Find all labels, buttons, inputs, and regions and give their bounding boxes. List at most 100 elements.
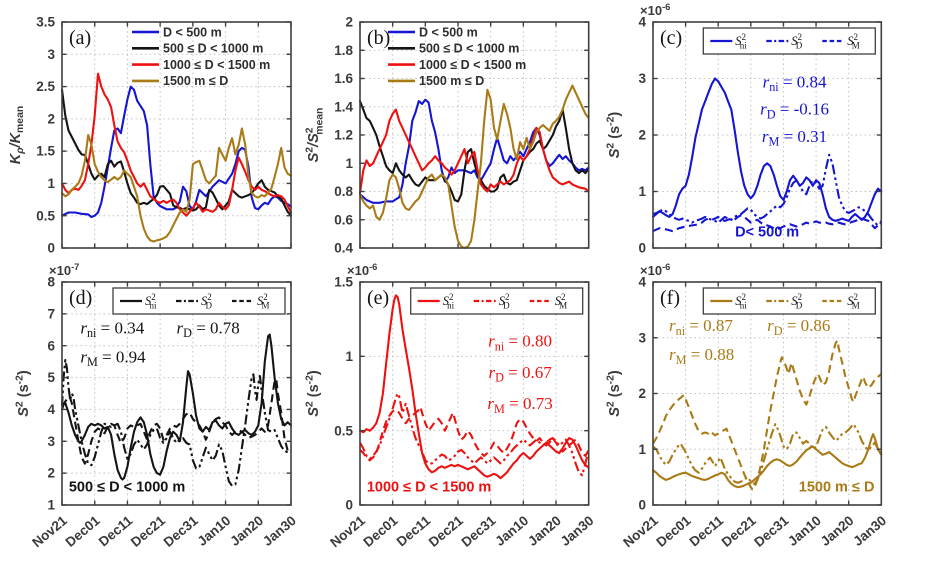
y-tick-label: 3.5 [36, 15, 55, 30]
legend-item-label: S2 D [499, 292, 510, 311]
y-tick-label: 0 [638, 241, 646, 256]
panel-e-series-s2-ni [359, 294, 590, 480]
panel-f-legend: S2 ni S2 D S2 M [702, 287, 876, 315]
panel-d-axes-box [61, 281, 292, 506]
panel-d-series-group [61, 333, 292, 487]
panel-c-y-tick-labels: 0 1 2 3 4 [638, 15, 646, 256]
panel-b-y-tick-labels: 0.4 0.6 0.8 1 1.2 1.4 1.6 1.8 2 [334, 15, 353, 256]
panel-d-grid [62, 282, 291, 505]
panel-a-ticks [61, 21, 292, 249]
panel-d-series-s2-d [61, 358, 292, 487]
panel-b-series-1000-d-1500-m [359, 108, 590, 194]
panel-e-ticks [359, 281, 590, 506]
panel-f-annotation-1: rD = 0.86 [767, 316, 830, 338]
panel-f-y-tick-labels: 0 1 2 3 4 [638, 275, 646, 513]
panel-e-series-s2-m [359, 405, 590, 462]
panel-d-series-s2-ni [61, 333, 292, 481]
panel-e-annotation-2: rM = 0.73 [487, 394, 552, 416]
panel-c-y-axis-label: S2 (s-2) [606, 112, 624, 159]
panel-d-letter: (d) [69, 287, 92, 309]
panel-f-annotation-2: rM = 0.88 [669, 345, 734, 367]
panel-a-series-1000-d-1500-m [61, 72, 292, 217]
legend-item-label: S2 ni [735, 32, 747, 51]
panel-e-y-tick-labels: 0 0.5 1 1.5 [334, 275, 353, 513]
legend-item-label: S2 M [847, 32, 859, 51]
y-tick-label: 3 [47, 434, 55, 449]
y-tick-label: 1 [345, 349, 353, 364]
panel-d-exponent-label: ×10-7 [49, 261, 79, 278]
panel-d-series-s2-m [61, 378, 292, 465]
y-tick-label: 1 [47, 498, 55, 513]
panel-b-series-group [359, 84, 590, 249]
y-tick-label: 0 [47, 241, 55, 256]
panel-b-legend: D < 500 m 500 ≤ D < 1000 m 1000 ≤ D < 1500… [388, 25, 526, 88]
y-tick-label: 1.2 [334, 128, 353, 143]
legend-item-label: S2 ni [443, 292, 455, 311]
panel-e-annotation-0: rni = 0.80 [488, 332, 552, 354]
y-tick-label: 1 [345, 156, 353, 171]
panel-c-letter: (c) [660, 27, 682, 49]
legend-item-label: S2 M [555, 292, 567, 311]
panel-f-y-axis-label: S2 (s-2) [606, 370, 624, 417]
y-tick-label: 1.6 [334, 71, 353, 86]
panel-e-y-axis-label: S2 (s-2) [305, 370, 323, 417]
panel-c-annotation-0: rni = 0.84 [763, 73, 827, 95]
panel-f-corner-label: 1500 m ≤ D [799, 480, 875, 496]
panel-a-axes-box [61, 21, 292, 249]
y-tick-label: 2 [345, 15, 353, 30]
y-tick-label: 5 [47, 370, 55, 385]
y-tick-label: 7 [47, 306, 55, 321]
y-tick-label: 2.5 [36, 79, 55, 94]
panel-d-corner-label: 500 ≤ D < 1000 m [69, 480, 185, 496]
panel-b-series-1500-m-d [359, 84, 590, 249]
legend-item-label: 500 ≤ D < 1000 m [419, 42, 519, 56]
panel-b-series-d-500-m [359, 98, 590, 204]
legend-item-label: S2 D [201, 292, 212, 311]
panel-e-axes-box [359, 281, 590, 506]
panel-c-legend: S2 ni S2 D S2 M [702, 27, 876, 55]
y-tick-label: 1.5 [36, 144, 55, 159]
y-tick-label: 1 [47, 176, 55, 191]
panel-c-series-s2-ni [652, 77, 883, 222]
panel-f-grid [653, 282, 882, 505]
y-tick-label: 0.8 [334, 184, 353, 199]
legend-item-label: S2 ni [145, 292, 157, 311]
panel-d-y-tick-labels: 1 2 3 4 5 6 7 8 [47, 275, 55, 513]
panel-f-series-s2-d [652, 423, 883, 485]
panel-c-series-group [652, 77, 883, 233]
y-tick-label: 2 [47, 111, 55, 126]
panel-d-y-axis-label: S2 (s-2) [15, 370, 33, 417]
panel-c-ticks [652, 21, 882, 249]
y-tick-label: 6 [47, 338, 55, 353]
y-tick-label: 2 [638, 386, 646, 401]
panel-f-annotation-0: rni = 0.87 [669, 316, 733, 338]
legend-item-label: S2 D [791, 292, 802, 311]
panel-a-grid [62, 22, 291, 248]
panel-c: 0 1 2 3 4×10-6 S2 (s-2) (c) S2 ni S2 D S2 M rni = 0.8… [606, 1, 883, 256]
legend-item-label: D < 500 m [419, 25, 478, 39]
panel-d-ticks [61, 281, 292, 506]
y-tick-label: 0.5 [334, 423, 353, 438]
legend-item-label: 500 ≤ D < 1000 m [163, 42, 263, 56]
legend-item-label: S2 M [257, 292, 269, 311]
y-tick-label: 0 [345, 498, 353, 513]
panel-d-annotation-1: rD = 0.78 [177, 318, 240, 340]
y-tick-label: 2 [638, 128, 646, 143]
panel-f-series-s2-m [652, 339, 882, 491]
y-tick-label: 4 [638, 15, 646, 30]
panel-c-exponent-label: ×10-6 [640, 1, 670, 18]
panel-c-annotation-2: rM = 0.31 [762, 127, 827, 149]
legend-item-label: 1000 ≤ D < 1500 m [419, 58, 526, 72]
y-tick-label: 3 [638, 330, 646, 345]
y-tick-label: 0 [638, 498, 646, 513]
panel-f-exponent-label: ×10-6 [640, 261, 670, 278]
panel-c-series-s2-d [652, 153, 882, 227]
y-tick-label: 2 [47, 466, 55, 481]
panel-b-y-axis-label: S2/S2mean [305, 108, 326, 163]
panel-d-annotation-2: rM = 0.94 [80, 347, 146, 369]
panel-d-annotation-0: rni = 0.34 [80, 318, 144, 340]
y-tick-label: 1.8 [334, 43, 353, 58]
